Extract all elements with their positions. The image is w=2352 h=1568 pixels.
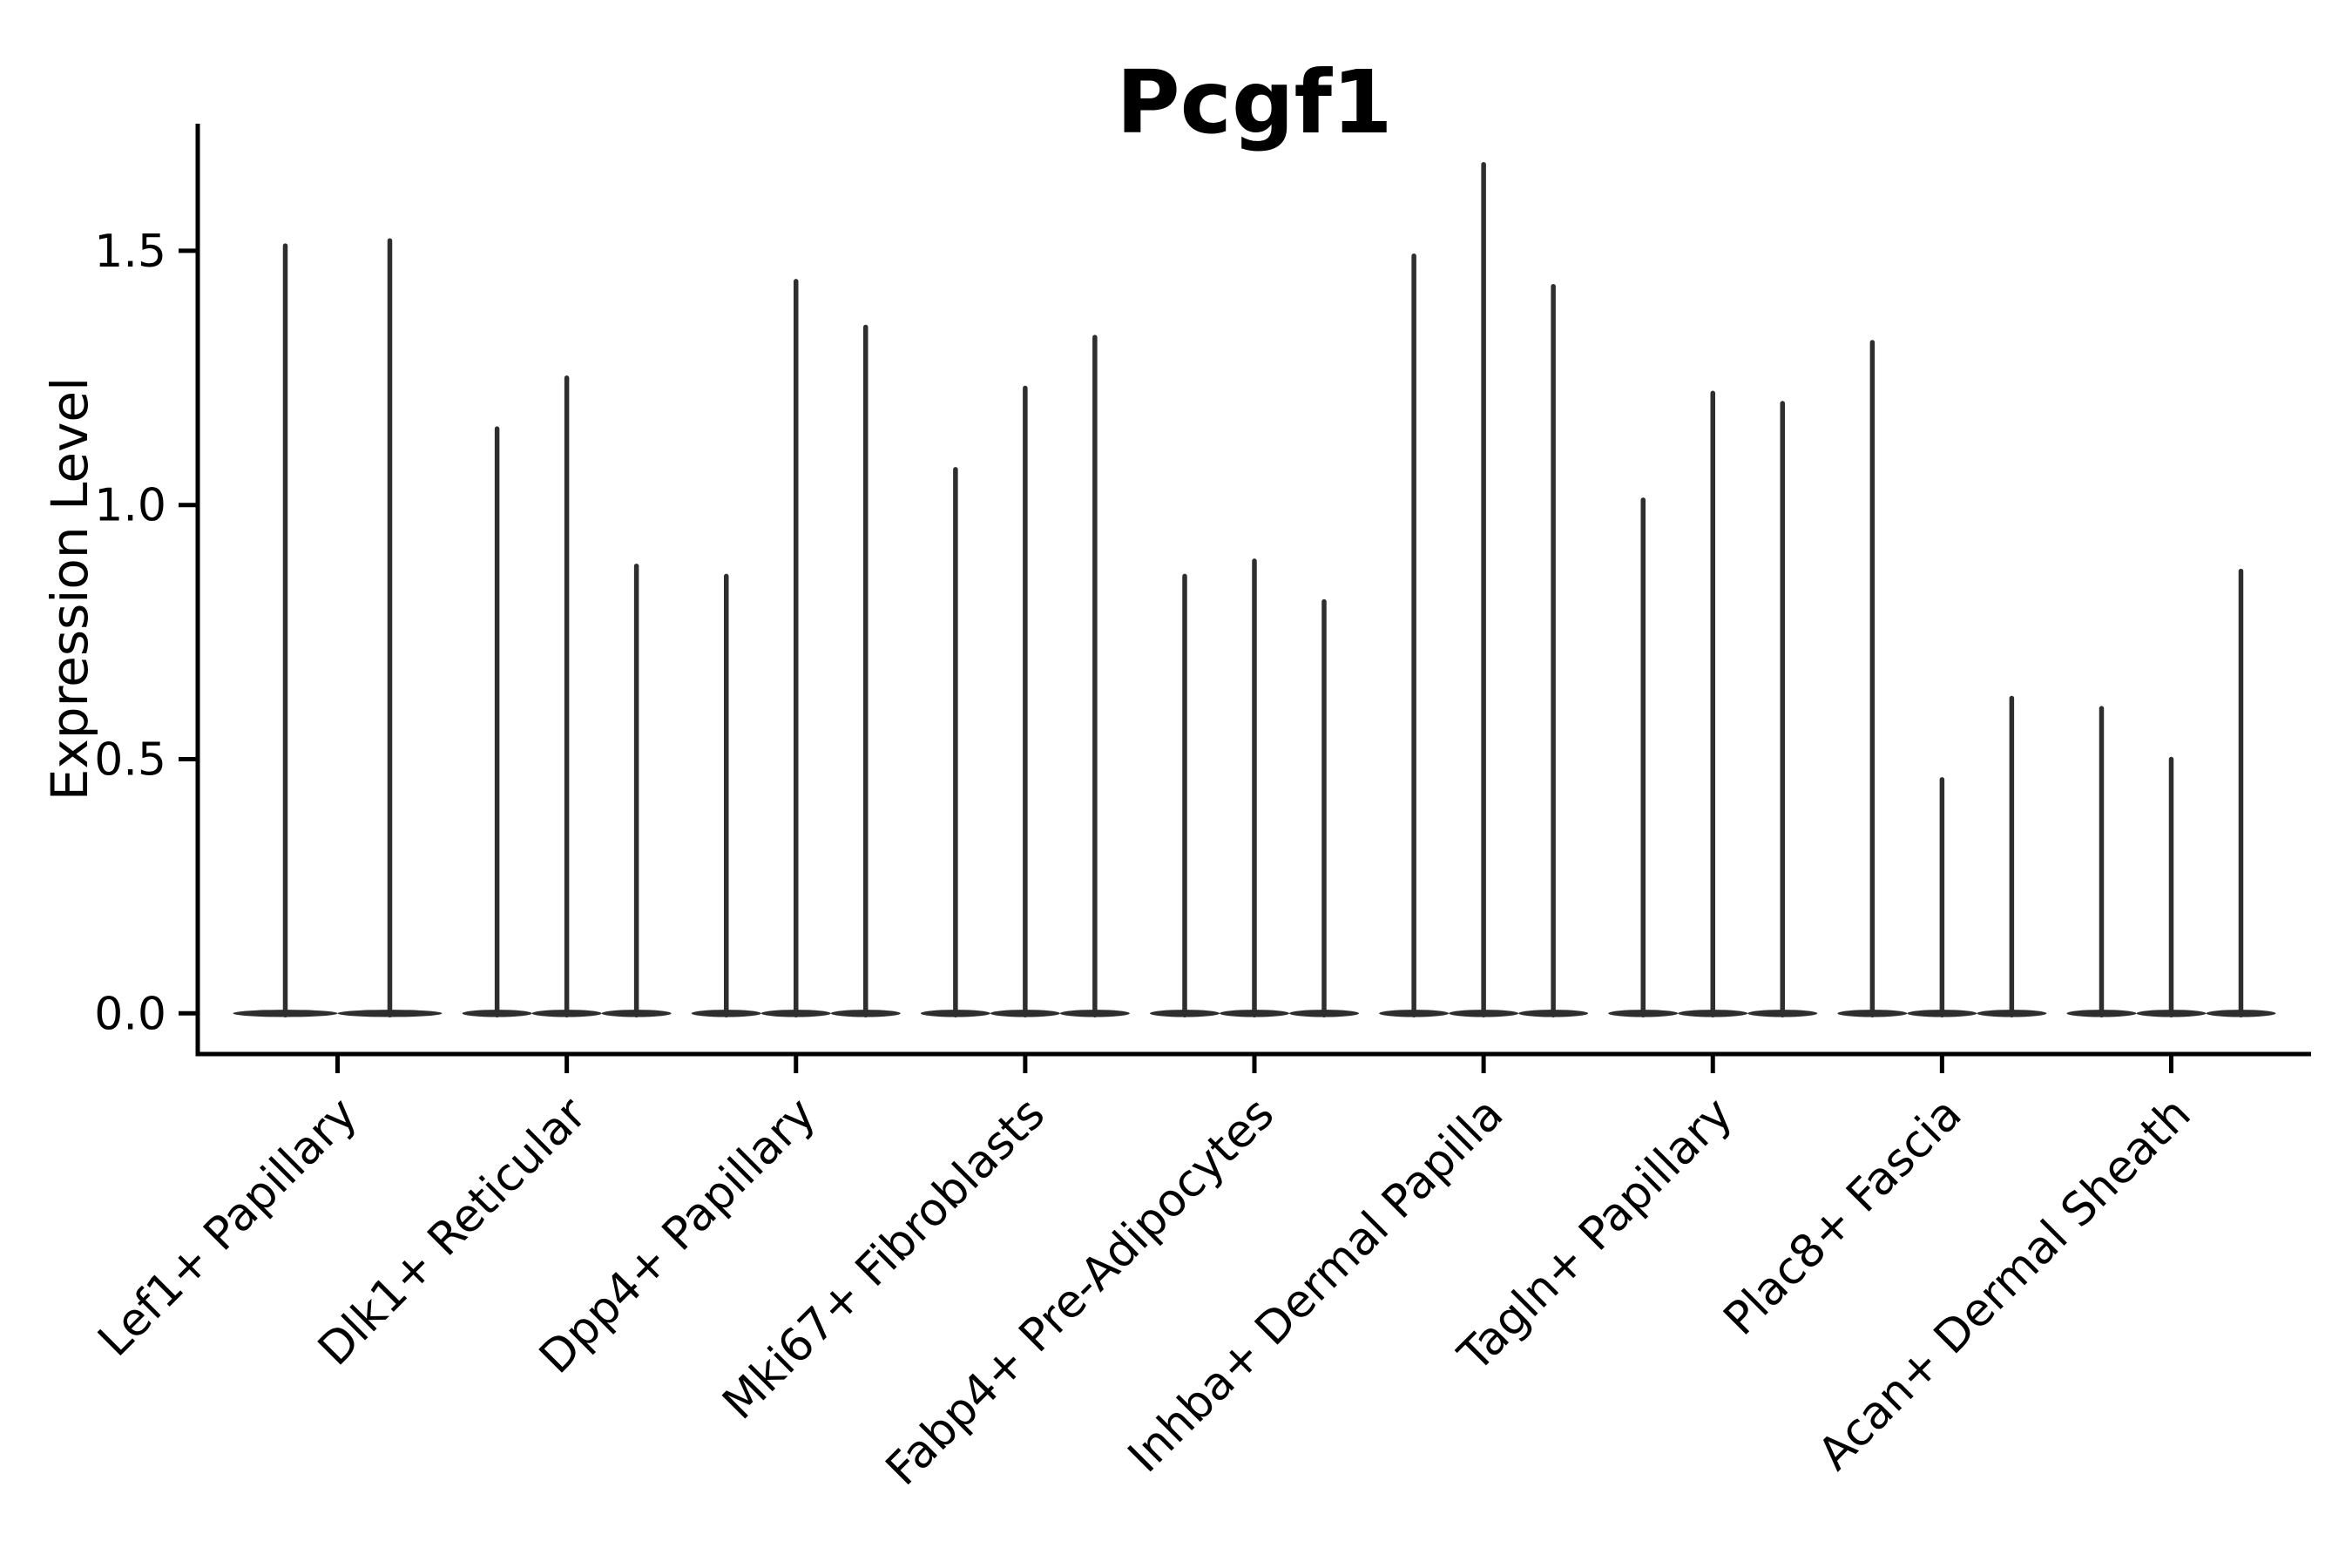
y-tick-label-2: 1.0 bbox=[94, 480, 166, 532]
x-tick-label-8: Acan+ Dermal Sheath bbox=[1808, 1088, 2201, 1481]
x-tick-label-7: Plac8+ Fascia bbox=[1714, 1088, 1972, 1346]
x-tick-label-5: Inhba+ Dermal Papilla bbox=[1119, 1088, 1513, 1483]
y-axis-label: Expression Level bbox=[40, 377, 99, 801]
axes-spines bbox=[195, 124, 2311, 1057]
chart-title: Pcgf1 bbox=[1116, 51, 1392, 153]
y-tick-label-1: 0.5 bbox=[94, 734, 166, 787]
x-tick-label-4: Fabp4+ Pre-Adipocytes bbox=[876, 1088, 1284, 1496]
y-tick-label-0: 0.0 bbox=[94, 988, 166, 1040]
y-tick-label-3: 1.5 bbox=[94, 226, 166, 278]
